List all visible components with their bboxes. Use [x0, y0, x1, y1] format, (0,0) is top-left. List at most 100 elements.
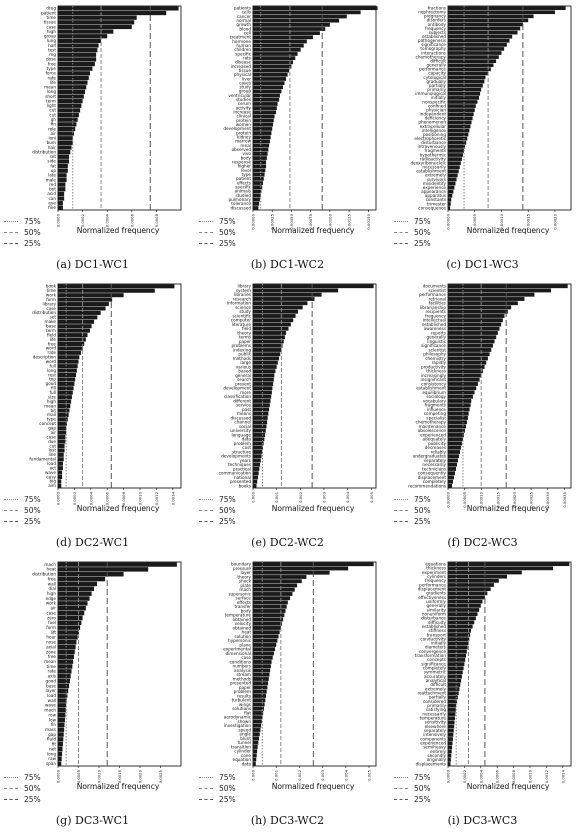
bar	[448, 344, 493, 348]
bar	[448, 729, 454, 733]
bar	[58, 43, 99, 47]
legend-label: 25%	[219, 239, 236, 248]
bar	[448, 133, 468, 137]
x-tick-label: 0.003	[320, 769, 325, 780]
bar	[58, 85, 86, 89]
bar	[58, 732, 64, 736]
legend-line-swatch	[199, 799, 213, 800]
bar	[448, 51, 501, 55]
bar	[448, 442, 462, 446]
bar	[58, 320, 94, 324]
bar	[58, 679, 70, 683]
legend-line-swatch	[4, 221, 18, 222]
bar	[253, 690, 267, 694]
bar	[58, 34, 107, 38]
chart-panel: library system libraries research informatio…	[195, 278, 380, 548]
bar	[448, 454, 459, 458]
bar	[253, 732, 260, 736]
legend-entry: 75%	[199, 772, 236, 783]
legend-entry: 75%	[199, 216, 236, 227]
bar	[58, 625, 80, 629]
legend: 75% 50% 25%	[199, 216, 236, 249]
legend-entry: 50%	[4, 505, 41, 516]
legend-line-swatch	[394, 243, 408, 244]
bar	[448, 331, 498, 335]
bar-chart: fractionsnephrectomypregnancydisordersan…	[390, 0, 575, 232]
bar	[253, 450, 262, 454]
bar	[58, 453, 64, 457]
bar	[448, 566, 553, 570]
bar	[58, 351, 81, 355]
bar	[253, 344, 283, 348]
bar	[58, 104, 81, 108]
bar	[448, 687, 459, 691]
bar	[58, 169, 68, 173]
legend-label: 75%	[219, 495, 236, 504]
bar	[253, 571, 330, 575]
bar	[253, 181, 263, 185]
legend-entry: 75%	[394, 494, 431, 505]
bar	[58, 131, 74, 135]
bar	[58, 173, 67, 177]
bar	[58, 306, 106, 310]
legend-line-swatch	[4, 777, 18, 778]
bar	[448, 31, 518, 35]
bar	[448, 198, 451, 202]
legend-line-swatch	[394, 788, 408, 789]
bar	[448, 641, 469, 645]
bar	[253, 378, 274, 382]
bar	[58, 6, 179, 10]
bar	[253, 348, 281, 352]
legend-label: 50%	[219, 228, 236, 237]
category-tick-label: discussed	[230, 205, 251, 210]
bar	[448, 403, 471, 407]
legend-line-swatch	[4, 232, 18, 233]
bar	[448, 35, 512, 39]
legend-entry: 50%	[394, 505, 431, 516]
bar	[58, 187, 65, 191]
bar	[58, 90, 85, 94]
bar	[448, 170, 459, 174]
bar	[58, 71, 90, 75]
legend-line-swatch	[394, 232, 408, 233]
legend-line-swatch	[394, 499, 408, 500]
bar	[253, 327, 288, 331]
bar-chart: equationsthicknessexperimentcylindersfre…	[390, 556, 575, 788]
bar	[58, 192, 64, 196]
bar	[253, 592, 292, 596]
bar	[58, 48, 97, 52]
bar	[448, 306, 511, 310]
x-tick-label: 0.003	[321, 491, 326, 502]
legend: 75% 50% 25%	[394, 494, 431, 527]
bar	[58, 475, 62, 479]
x-tick-label: 0.005	[369, 491, 374, 502]
legend-entry: 50%	[199, 227, 236, 238]
bar	[448, 121, 472, 125]
legend-label: 25%	[414, 239, 431, 248]
bar	[448, 471, 455, 475]
bar	[253, 588, 295, 592]
bar	[253, 106, 277, 110]
legend-entry: 25%	[199, 794, 236, 805]
subfigure-caption: (c) DC1-WC3	[390, 258, 575, 271]
bar	[448, 712, 455, 716]
legend-entry: 25%	[394, 794, 431, 805]
bar	[448, 55, 499, 59]
legend-label: 75%	[414, 495, 431, 504]
bar	[448, 190, 453, 194]
bar	[253, 19, 339, 23]
bar	[58, 698, 67, 702]
bar	[253, 446, 263, 450]
bar	[58, 757, 62, 761]
legend-label: 75%	[24, 217, 41, 226]
legend-entry: 50%	[394, 227, 431, 238]
x-tick-label: 0.005	[367, 769, 372, 780]
bar	[448, 683, 460, 687]
bar	[448, 675, 462, 679]
bar	[253, 596, 290, 600]
bar	[448, 591, 487, 595]
bar	[448, 59, 496, 63]
bar	[253, 408, 269, 412]
bar	[58, 444, 65, 448]
category-tick-label: displacements	[416, 761, 446, 766]
